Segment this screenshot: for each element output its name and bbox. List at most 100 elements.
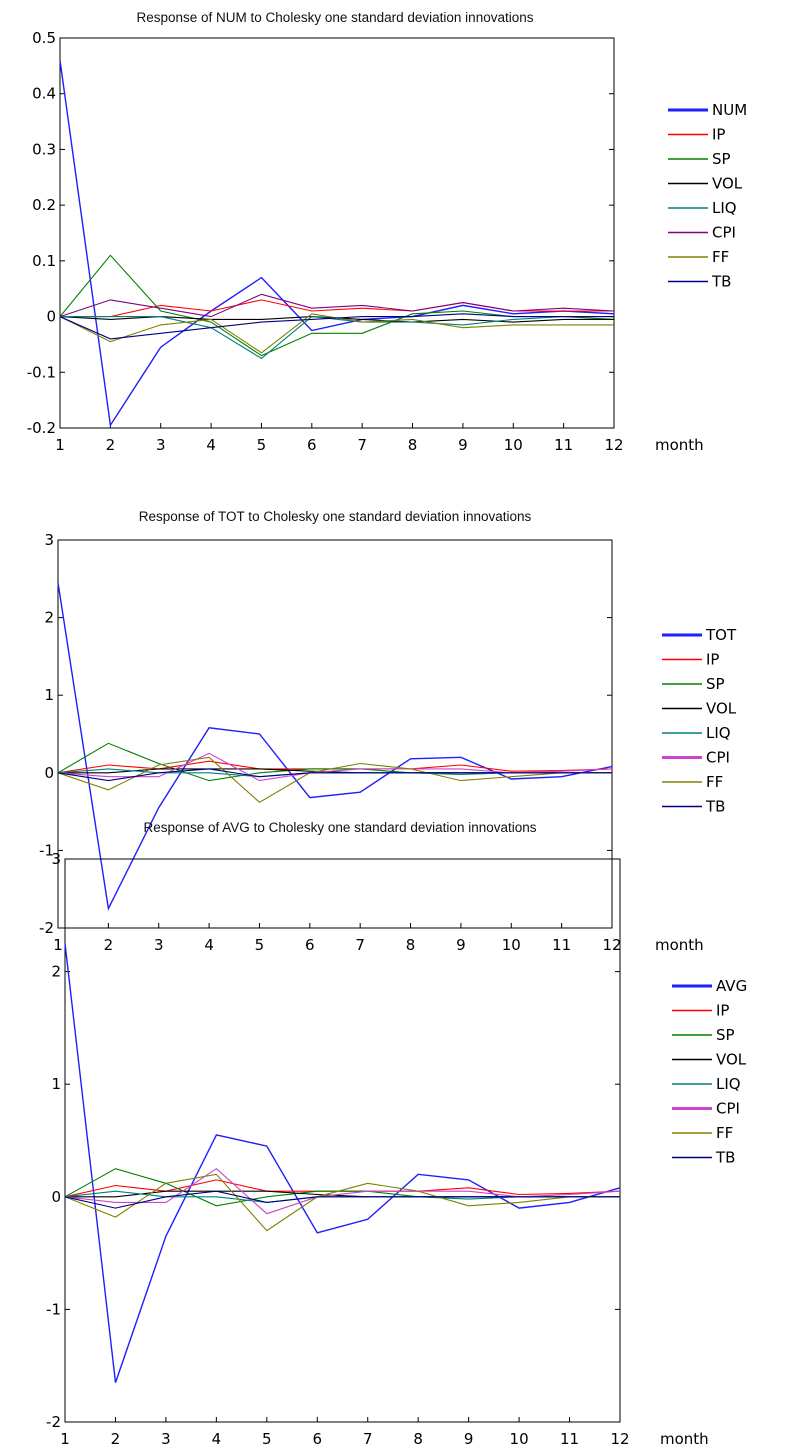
x-tick-label: 5	[255, 936, 265, 954]
legend-label-ip: IP	[716, 1002, 729, 1020]
legend-label-ff: FF	[712, 248, 729, 266]
x-tick-label: 9	[464, 1430, 474, 1448]
y-tick-label: 0	[44, 764, 54, 782]
y-tick-label: -1	[46, 1300, 61, 1318]
legend: TOT IP SP VOL LIQ CPI FF TB	[662, 626, 737, 816]
legend-label-cpi: CPI	[716, 1100, 740, 1118]
legend-label-liq: LIQ	[712, 199, 737, 217]
series-line-tb	[59, 313, 614, 340]
legend-label-sp: SP	[712, 150, 731, 168]
x-tick-label: 10	[502, 936, 521, 954]
x-tick-label: 10	[510, 1430, 529, 1448]
x-tick-label: 5	[257, 436, 267, 454]
legend-label-ff: FF	[716, 1124, 733, 1142]
y-tick-label: 0.1	[32, 252, 56, 270]
series-line-tb	[57, 768, 612, 782]
x-tick-label: 12	[602, 936, 621, 954]
x-tick-label: 4	[206, 436, 216, 454]
legend-label-tb: TB	[711, 273, 731, 291]
x-tick-label: 2	[104, 936, 114, 954]
chart-title: Response of NUM to Cholesky one standard…	[137, 10, 534, 25]
x-tick-label: 1	[60, 1430, 70, 1448]
x-tick-label: 4	[204, 936, 214, 954]
y-tick-label: -0.2	[27, 419, 56, 437]
x-axis-label: month	[655, 936, 704, 954]
y-tick-label: 0.3	[32, 140, 56, 158]
legend-label-num: NUM	[712, 101, 747, 119]
x-tick-label: 6	[312, 1430, 322, 1448]
x-tick-label: 11	[560, 1430, 579, 1448]
legend: AVG IP SP VOL LIQ CPI FF TB	[672, 977, 747, 1167]
legend-label-tb: TB	[715, 1149, 735, 1167]
chart-title: Response of AVG to Cholesky one standard…	[144, 820, 537, 835]
chart-title: Response of TOT to Cholesky one standard…	[139, 509, 532, 524]
x-tick-label: 1	[53, 936, 63, 954]
x-tick-label: 7	[357, 436, 367, 454]
x-axis-label: month	[655, 436, 704, 454]
legend-label-vol: VOL	[716, 1051, 747, 1069]
series-line-ip	[60, 299, 614, 318]
legend-label-sp: SP	[706, 675, 725, 693]
y-tick-label: 0	[46, 308, 56, 326]
x-tick-label: 7	[363, 1430, 373, 1448]
series-line-num	[59, 60, 615, 428]
x-tick-label: 1	[55, 436, 65, 454]
series-line-tot	[57, 582, 613, 911]
x-tick-label: 9	[458, 436, 468, 454]
x-tick-label: 9	[456, 936, 466, 954]
x-axis-label: month	[660, 1430, 709, 1448]
legend-label-ip: IP	[712, 126, 725, 144]
x-tick-label: 12	[610, 1430, 629, 1448]
y-tick-label: 3	[51, 850, 61, 868]
legend-label-vol: VOL	[706, 700, 737, 718]
x-tick-label: 8	[413, 1430, 423, 1448]
x-tick-label: 8	[408, 436, 418, 454]
series-line-avg	[64, 943, 621, 1383]
y-tick-label: 1	[51, 1075, 61, 1093]
chart-panel-1: Response of NUM to Cholesky one standard…	[27, 10, 747, 454]
chart-panel-2: Response of TOT to Cholesky one standard…	[39, 509, 737, 954]
x-tick-label: 10	[504, 436, 523, 454]
y-tick-label: 1	[44, 686, 54, 704]
y-tick-label: 3	[44, 531, 54, 549]
y-tick-label: 0.2	[32, 196, 56, 214]
plot-frame	[57, 539, 613, 929]
x-tick-label: 6	[307, 436, 317, 454]
legend-label-ff: FF	[706, 773, 723, 791]
legend-label-ip: IP	[706, 651, 719, 669]
series-line-ff	[57, 756, 612, 803]
series-line-liq	[60, 316, 614, 360]
y-tick-label: 0	[51, 1188, 61, 1206]
legend-label-cpi: CPI	[712, 224, 736, 242]
series-line-cpi	[59, 293, 615, 318]
x-tick-label: 3	[156, 436, 166, 454]
legend-label-cpi: CPI	[706, 749, 730, 767]
legend-label-liq: LIQ	[716, 1075, 741, 1093]
legend-label-avg: AVG	[716, 977, 747, 995]
series-line-tb	[64, 1190, 620, 1209]
x-tick-label: 3	[154, 936, 164, 954]
y-tick-label: -2	[46, 1413, 61, 1431]
x-tick-label: 12	[604, 436, 623, 454]
y-tick-label: -2	[39, 919, 54, 937]
legend-label-tb: TB	[705, 798, 725, 816]
x-tick-label: 4	[212, 1430, 222, 1448]
y-tick-label: 2	[44, 609, 54, 627]
x-tick-label: 11	[554, 436, 573, 454]
chart-panel-3: Response of AVG to Cholesky one standard…	[46, 820, 747, 1448]
x-tick-label: 2	[106, 436, 116, 454]
x-tick-label: 6	[305, 936, 315, 954]
y-tick-label: 0.4	[32, 85, 56, 103]
x-tick-label: 3	[161, 1430, 171, 1448]
legend: NUM IP SP VOL LIQ CPI FF TB	[668, 101, 747, 291]
x-tick-label: 5	[262, 1430, 272, 1448]
x-tick-label: 11	[552, 936, 571, 954]
x-tick-label: 7	[355, 936, 365, 954]
y-tick-label: 2	[51, 963, 61, 981]
series-line-ff	[64, 1173, 620, 1232]
legend-label-vol: VOL	[712, 175, 743, 193]
x-tick-label: 2	[111, 1430, 121, 1448]
x-tick-label: 8	[406, 936, 416, 954]
